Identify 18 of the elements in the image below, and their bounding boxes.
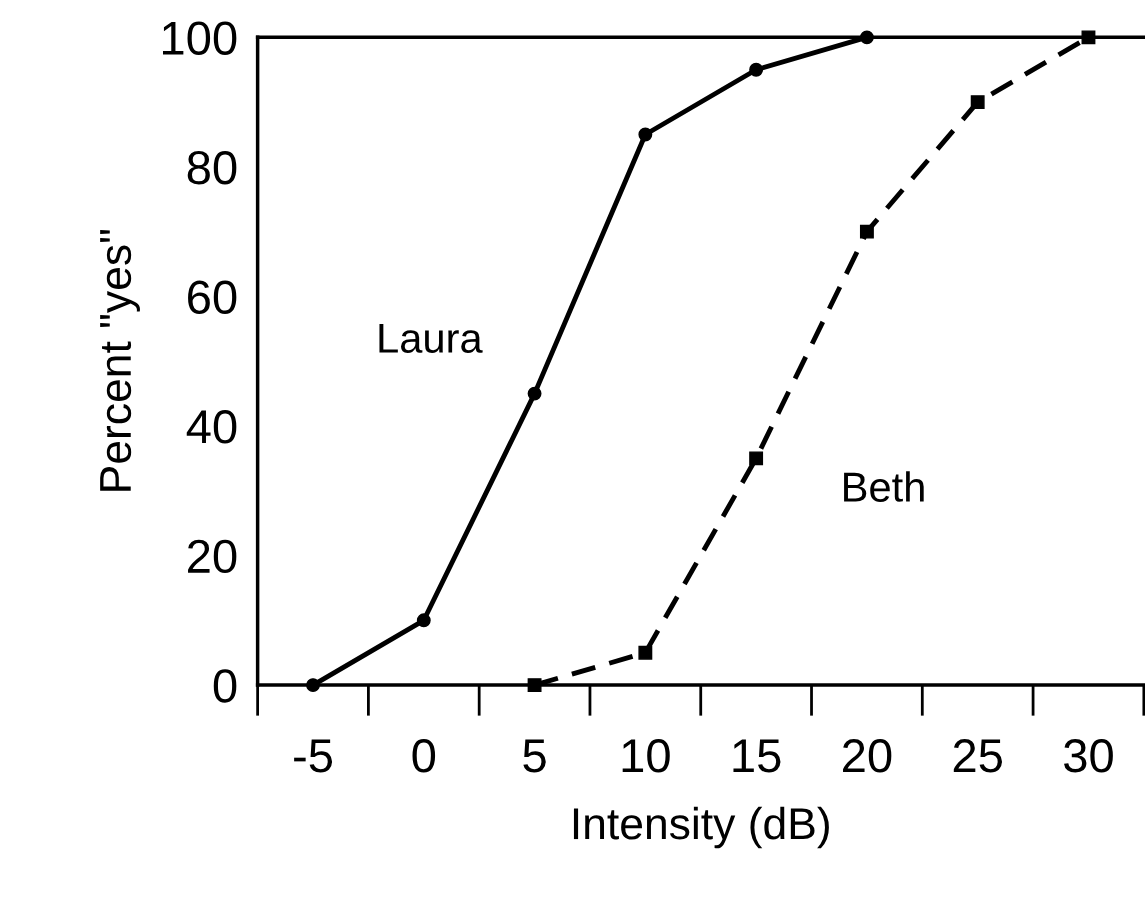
x-tick-label: 30	[1064, 739, 1113, 773]
x-tick-label: 5	[523, 739, 546, 773]
x-tick-label: 10	[622, 739, 670, 773]
series-label: Beth	[844, 471, 924, 502]
x-tick-label: -5	[294, 739, 333, 773]
y-tick-label: 80	[187, 151, 237, 185]
y-axis-title: Percent "yes"	[100, 229, 140, 491]
x-axis-title: Intensity (dB)	[573, 806, 829, 849]
y-tick-label: 100	[163, 21, 237, 55]
y-tick-label: 40	[186, 410, 237, 444]
series-label: Laura	[379, 323, 483, 353]
x-tick-label: 20	[843, 739, 892, 773]
x-tick-label: 0	[412, 739, 436, 773]
y-tick-label: 20	[188, 539, 237, 574]
x-tick-label: 15	[733, 739, 781, 773]
x-tick-label: 25	[953, 739, 1002, 773]
y-tick-label: 60	[188, 280, 237, 315]
y-tick-label: 0	[213, 669, 237, 703]
